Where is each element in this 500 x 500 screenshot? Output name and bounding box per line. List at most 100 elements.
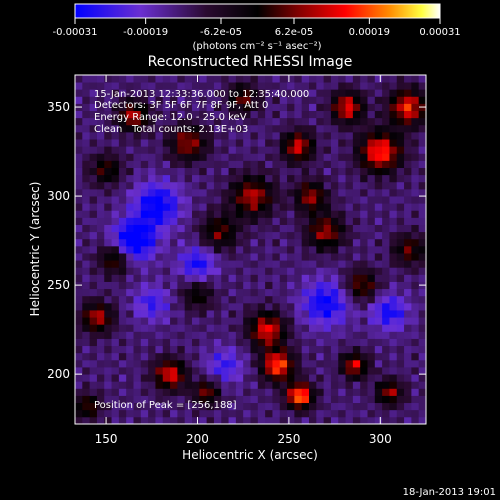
heatmap-cell [126, 231, 134, 240]
heatmap-cell [250, 167, 259, 176]
heatmap-cell [345, 409, 354, 418]
heatmap-cell [96, 196, 105, 204]
heatmap-cell [75, 96, 83, 104]
heatmap-cell [184, 295, 193, 304]
heatmap-cell [330, 217, 339, 225]
heatmap-cell [396, 388, 405, 396]
heatmap-cell [404, 402, 412, 411]
heatmap-cell [374, 352, 383, 361]
heatmap-cell [345, 253, 354, 261]
heatmap-cell [206, 167, 215, 176]
heatmap-cell [213, 359, 222, 368]
heatmap-cell [184, 139, 193, 147]
heatmap-cell [301, 245, 310, 254]
heatmap-cell [360, 409, 368, 418]
heatmap-cell [389, 253, 398, 261]
heatmap-cell [294, 395, 303, 404]
heatmap-cell [257, 238, 266, 247]
heatmap-cell [265, 181, 273, 190]
heatmap-cell [111, 231, 120, 240]
heatmap-cell [338, 181, 346, 190]
heatmap-cell [323, 217, 332, 225]
heatmap-cell [206, 131, 215, 140]
heatmap-cell [199, 288, 208, 297]
heatmap-cell [155, 117, 164, 126]
heatmap-cell [374, 124, 383, 133]
heatmap-cell [301, 224, 310, 233]
heatmap-cell [96, 388, 105, 396]
heatmap-cell [367, 217, 376, 225]
heatmap-cell [192, 153, 200, 161]
heatmap-cell [352, 82, 361, 90]
heatmap-cell [418, 238, 426, 247]
heatmap-cell [352, 338, 361, 347]
heatmap-cell [272, 388, 281, 396]
heatmap-cell [162, 359, 171, 368]
heatmap-cell [170, 160, 178, 168]
heatmap-cell [316, 224, 325, 233]
heatmap-cell [118, 139, 127, 147]
heatmap-cell [96, 359, 105, 368]
heatmap-cell [338, 409, 346, 418]
heatmap-cell [309, 203, 317, 211]
heatmap-cell [316, 310, 325, 318]
annotation-total-counts: Total counts: 2.13E+03 [131, 124, 248, 135]
heatmap-cell [213, 245, 222, 254]
heatmap-cell [316, 295, 325, 304]
heatmap-cell [272, 160, 281, 168]
heatmap-cell [213, 260, 222, 268]
heatmap-cell [404, 75, 412, 83]
heatmap-cell [360, 253, 368, 261]
heatmap-cell [243, 324, 251, 332]
heatmap-cell [404, 181, 412, 190]
heatmap-cell [89, 352, 98, 361]
heatmap-cell [235, 381, 244, 389]
heatmap-cell [155, 310, 164, 318]
heatmap-cell [235, 359, 244, 368]
heatmap-cell [367, 174, 376, 183]
heatmap-cell [118, 238, 127, 247]
heatmap-cell [155, 267, 164, 275]
heatmap-cell [389, 160, 398, 168]
heatmap-cell [382, 245, 390, 254]
heatmap-cell [75, 139, 83, 147]
heatmap-cell [111, 174, 120, 183]
heatmap-cell [301, 409, 310, 418]
heatmap-cell [111, 117, 120, 126]
heatmap-cell [411, 338, 420, 347]
heatmap-cell [309, 281, 317, 290]
heatmap-cell [367, 260, 376, 268]
heatmap-cell [96, 82, 105, 90]
y-tick-label: 300 [47, 189, 70, 203]
heatmap-cell [82, 210, 91, 218]
heatmap-cell [345, 274, 354, 282]
heatmap-cell [345, 260, 354, 268]
heatmap-cell [221, 153, 229, 161]
heatmap-cell [170, 409, 178, 418]
heatmap-cell [367, 253, 376, 261]
heatmap-cell [294, 103, 303, 112]
heatmap-cell [323, 188, 332, 197]
heatmap-cell [404, 103, 412, 112]
heatmap-cell [250, 217, 259, 225]
heatmap-cell [294, 181, 303, 190]
heatmap-cell [235, 295, 244, 304]
heatmap-cell [111, 409, 120, 418]
heatmap-cell [309, 174, 317, 183]
heatmap-cell [133, 338, 142, 347]
heatmap-cell [221, 75, 229, 83]
heatmap-cell [272, 82, 281, 90]
heatmap-cell [118, 388, 127, 396]
heatmap-cell [287, 124, 295, 133]
heatmap-cell [338, 260, 346, 268]
heatmap-cell [250, 153, 259, 161]
heatmap-cell [118, 352, 127, 361]
heatmap-cell [148, 196, 156, 204]
heatmap-cell [199, 217, 208, 225]
heatmap-cell [411, 196, 420, 204]
heatmap-cell [338, 167, 346, 176]
heatmap-cell [199, 174, 208, 183]
heatmap-cell [250, 110, 259, 119]
heatmap-cell [257, 82, 266, 90]
heatmap-cell [206, 174, 215, 183]
